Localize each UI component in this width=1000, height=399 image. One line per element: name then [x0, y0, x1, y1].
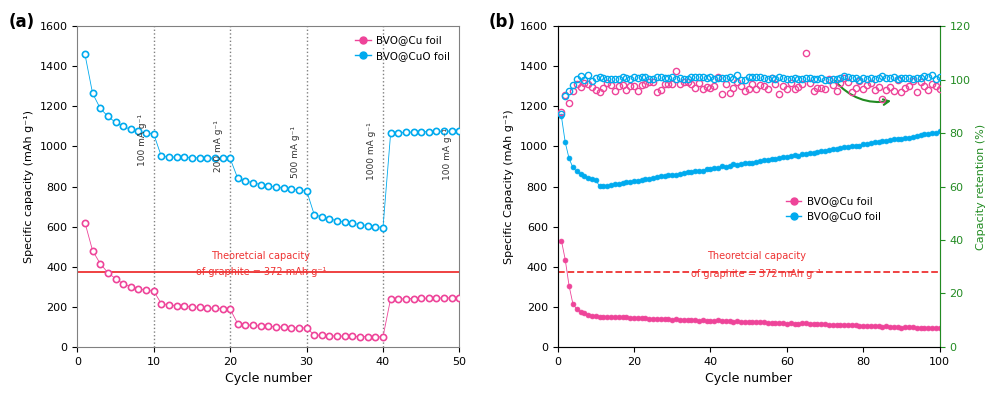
Y-axis label: Specific capacity (mAh g⁻¹): Specific capacity (mAh g⁻¹): [24, 110, 34, 263]
Text: 500 mA g⁻¹: 500 mA g⁻¹: [291, 126, 300, 178]
Text: Theoretcial capacity: Theoretcial capacity: [211, 251, 310, 261]
Text: of graphite = 372 mAh g⁻¹: of graphite = 372 mAh g⁻¹: [196, 267, 326, 277]
Y-axis label: Specific Capacity (mAh g⁻¹): Specific Capacity (mAh g⁻¹): [504, 109, 514, 264]
Text: (a): (a): [9, 13, 35, 32]
X-axis label: Cycle number: Cycle number: [225, 372, 312, 385]
Text: 100 mA g⁻¹: 100 mA g⁻¹: [443, 128, 452, 180]
Text: 1000 mA g⁻¹: 1000 mA g⁻¹: [367, 123, 376, 180]
Text: (b): (b): [489, 13, 516, 32]
Legend: BVO@Cu foil, BVO@CuO foil: BVO@Cu foil, BVO@CuO foil: [782, 192, 885, 226]
Text: Theoretcial capacity: Theoretcial capacity: [707, 251, 806, 261]
Legend: BVO@Cu foil, BVO@CuO foil: BVO@Cu foil, BVO@CuO foil: [351, 32, 454, 65]
Text: of graphite = 372 mAh g⁻¹: of graphite = 372 mAh g⁻¹: [691, 269, 821, 279]
Y-axis label: Capacity retention (%): Capacity retention (%): [976, 123, 986, 249]
X-axis label: Cycle number: Cycle number: [705, 372, 792, 385]
Text: 200 mA g⁻¹: 200 mA g⁻¹: [214, 120, 223, 172]
Text: 100 mA g⁻¹: 100 mA g⁻¹: [138, 115, 147, 166]
